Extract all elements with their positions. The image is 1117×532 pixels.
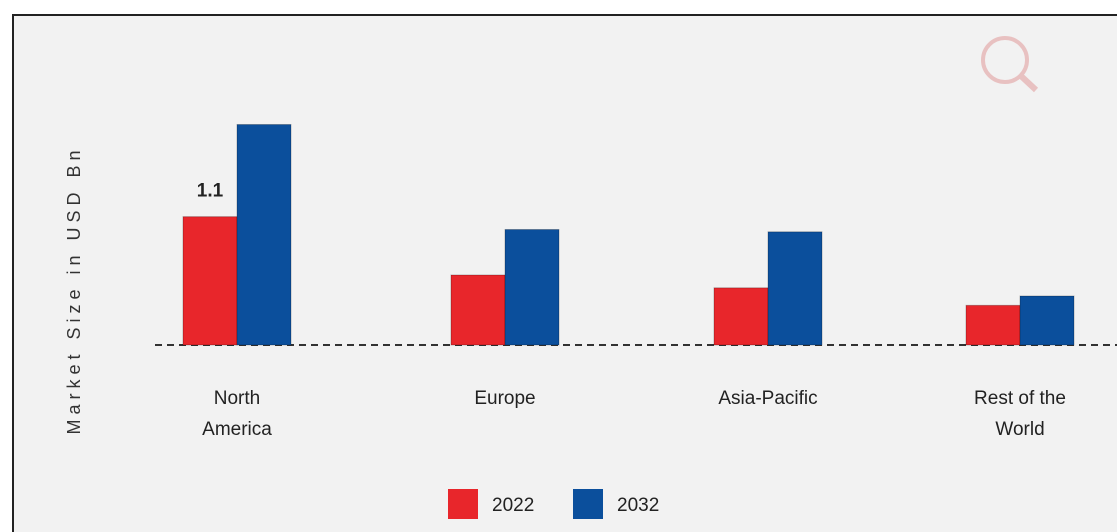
x-tick-label: Rest of the World [974,388,1066,440]
bar [504,229,560,346]
x-tick-label: North America [202,388,272,440]
bar [965,304,1021,346]
bar [1019,295,1075,346]
x-tick-label: Europe [474,388,536,409]
legend-swatch [448,489,478,519]
bar [236,124,292,346]
bar [450,274,506,346]
bar [713,287,769,346]
bar [182,216,238,346]
data-label: 1.1 [197,181,224,202]
legend-label: 2032 [617,495,659,516]
bar [767,231,823,346]
y-axis-label: Market Size in USD Bn [64,145,84,434]
legend-swatch [573,489,603,519]
x-tick-label: Asia-Pacific [718,388,818,409]
logo [981,36,1039,93]
legend-label: 2022 [492,495,534,516]
